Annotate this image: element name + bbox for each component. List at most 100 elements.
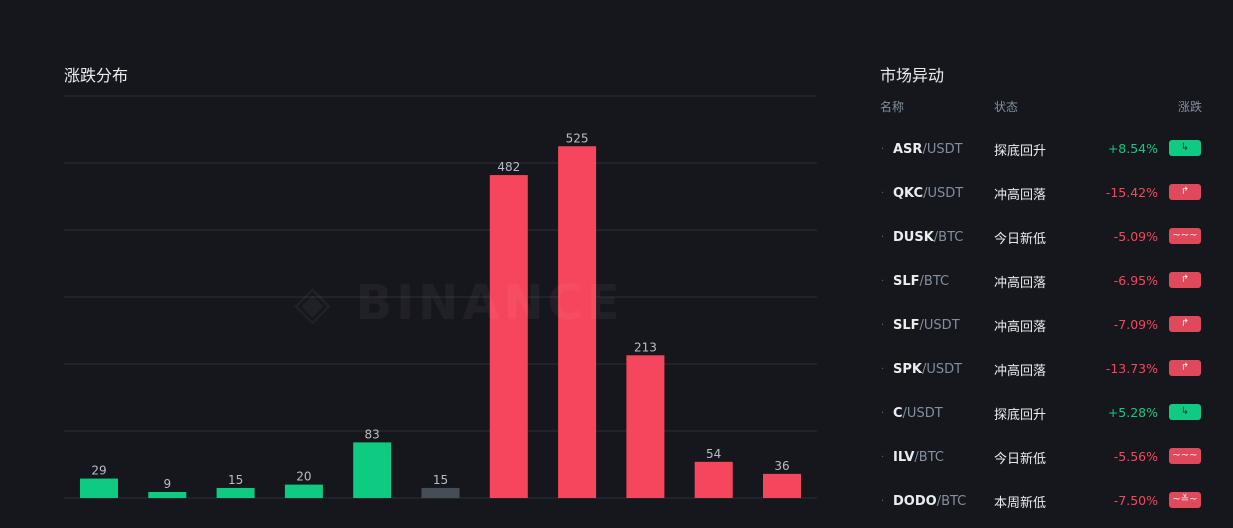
base-asset: DODO <box>893 494 937 509</box>
movement-state: 探底回升 <box>994 408 1047 423</box>
market-row[interactable]: · DODO/BTC 本周新低 -7.50% ~≚~ <box>880 484 1202 528</box>
header-state: 状态 <box>994 100 1019 114</box>
bar <box>489 175 528 498</box>
header-change: 涨跌 <box>1177 100 1202 114</box>
trading-pair[interactable]: ILV/BTC <box>893 450 944 465</box>
market-row[interactable]: · SLF/USDT 冲高回落 -7.09% ↱ <box>880 308 1202 352</box>
trading-pair[interactable]: SPK/USDT <box>893 362 962 377</box>
trading-pair[interactable]: DODO/BTC <box>893 494 966 509</box>
bar-value-label: 9 <box>163 477 171 491</box>
bar <box>558 146 597 498</box>
rebound-up-icon: ↳ <box>1169 140 1201 156</box>
base-asset: SPK <box>893 362 922 377</box>
trading-pair[interactable]: QKC/USDT <box>893 186 963 201</box>
bar <box>763 473 801 498</box>
quote-asset: /USDT <box>922 142 963 157</box>
pullback-down-icon: ↱ <box>1169 184 1201 200</box>
change-percent: -15.42% <box>1105 185 1158 200</box>
bar <box>353 442 392 498</box>
base-asset: QKC <box>893 186 924 201</box>
quote-asset: /USDT <box>919 318 960 333</box>
market-movers-panel: 市场异动 名称 状态 涨跌 · ASR/USDT 探底回升 +8.54% ↳ · QKC/U… <box>880 62 1202 528</box>
quote-asset: /BTC <box>936 494 967 509</box>
quote-asset: /USDT <box>923 186 964 201</box>
bar-value-label: 15 <box>228 473 243 487</box>
market-movers-list: · ASR/USDT 探底回升 +8.54% ↳ · QKC/USDT 冲高回落 -15.42%… <box>880 132 1202 528</box>
distribution-chart-svg: 29 9 15 20 83 15 482 525 213 54 36 <box>64 95 817 499</box>
bar-value-label: 36 <box>774 459 789 473</box>
change-percent: +8.54% <box>1107 141 1158 156</box>
bullet-icon: · <box>881 408 885 419</box>
movement-state: 今日新低 <box>994 232 1047 247</box>
trading-pair[interactable]: SLF/USDT <box>893 318 960 333</box>
quote-asset: /USDT <box>921 362 963 377</box>
bullet-icon: · <box>881 496 885 507</box>
bullet-icon: · <box>881 452 885 463</box>
pullback-down-icon: ↱ <box>1169 316 1201 332</box>
trading-pair[interactable]: SLF/BTC <box>893 274 949 289</box>
base-asset: C <box>893 406 903 421</box>
bar-value-label: 482 <box>497 160 520 174</box>
quote-asset: /BTC <box>919 274 950 289</box>
market-row[interactable]: · SPK/USDT 冲高回落 -13.73% ↱ <box>880 352 1202 396</box>
base-asset: SLF <box>893 318 920 333</box>
bar <box>284 484 323 498</box>
new-low-icon: ~~~ <box>1169 448 1201 464</box>
change-percent: -13.73% <box>1105 361 1158 376</box>
bar <box>148 491 187 498</box>
bar-value-label: 213 <box>634 340 657 354</box>
distribution-title: 涨跌分布 <box>64 66 129 85</box>
header-name: 名称 <box>880 100 905 114</box>
change-percent: -5.56% <box>1113 449 1158 464</box>
base-asset: ASR <box>893 142 923 157</box>
market-row[interactable]: · QKC/USDT 冲高回落 -15.42% ↱ <box>880 176 1202 220</box>
bar-value-label: 83 <box>365 427 380 441</box>
movement-state: 探底回升 <box>994 144 1047 159</box>
movement-state: 本周新低 <box>994 496 1047 511</box>
bullet-icon: · <box>881 188 885 199</box>
change-percent: -6.95% <box>1113 273 1158 288</box>
market-row[interactable]: · C/USDT 探底回升 +5.28% ↳ <box>880 396 1202 440</box>
market-row[interactable]: · SLF/BTC 冲高回落 -6.95% ↱ <box>880 264 1202 308</box>
bar <box>694 461 733 498</box>
trading-pair[interactable]: ASR/USDT <box>893 142 963 157</box>
market-movers-title: 市场异动 <box>880 66 945 85</box>
bar <box>421 487 460 498</box>
quote-asset: /USDT <box>902 406 943 421</box>
quote-asset: /BTC <box>914 450 944 465</box>
bullet-icon: · <box>881 320 885 331</box>
rebound-up-icon: ↳ <box>1169 404 1201 420</box>
bar-value-label: 54 <box>706 447 721 461</box>
movement-state: 冲高回落 <box>994 188 1047 203</box>
movement-state: 冲高回落 <box>994 276 1047 291</box>
bullet-icon: · <box>881 232 885 243</box>
movement-state: 冲高回落 <box>994 320 1047 335</box>
base-asset: SLF <box>893 274 920 289</box>
new-low-icon: ~~~ <box>1169 228 1201 244</box>
change-percent: -5.09% <box>1113 229 1158 244</box>
bar-value-label: 15 <box>433 473 448 487</box>
bar <box>626 355 665 498</box>
base-asset: DUSK <box>893 230 934 245</box>
bar-value-label: 29 <box>91 464 106 478</box>
movement-state: 今日新低 <box>994 452 1047 467</box>
bar-value-label: 20 <box>296 470 311 484</box>
market-row[interactable]: · DUSK/BTC 今日新低 -5.09% ~~~ <box>880 220 1202 264</box>
movement-state: 冲高回落 <box>994 364 1047 379</box>
market-row[interactable]: · ASR/USDT 探底回升 +8.54% ↳ <box>880 132 1202 176</box>
trading-pair[interactable]: C/USDT <box>893 406 943 421</box>
quote-asset: /BTC <box>933 230 964 245</box>
market-header-row: 名称 状态 涨跌 <box>880 98 1202 118</box>
watermark-logo: ◈ BINANCE <box>294 275 624 331</box>
weekly-low-icon: ~≚~ <box>1169 492 1201 508</box>
trading-pair[interactable]: DUSK/BTC <box>893 230 963 245</box>
bar <box>216 487 255 498</box>
change-percent: +5.28% <box>1107 405 1158 420</box>
pullback-down-icon: ↱ <box>1169 360 1201 376</box>
bullet-icon: · <box>881 144 885 155</box>
base-asset: ILV <box>893 450 915 465</box>
change-percent: -7.09% <box>1113 317 1158 332</box>
market-row[interactable]: · ILV/BTC 今日新低 -5.56% ~~~ <box>880 440 1202 484</box>
change-percent: -7.50% <box>1113 493 1158 508</box>
bar <box>80 478 118 498</box>
